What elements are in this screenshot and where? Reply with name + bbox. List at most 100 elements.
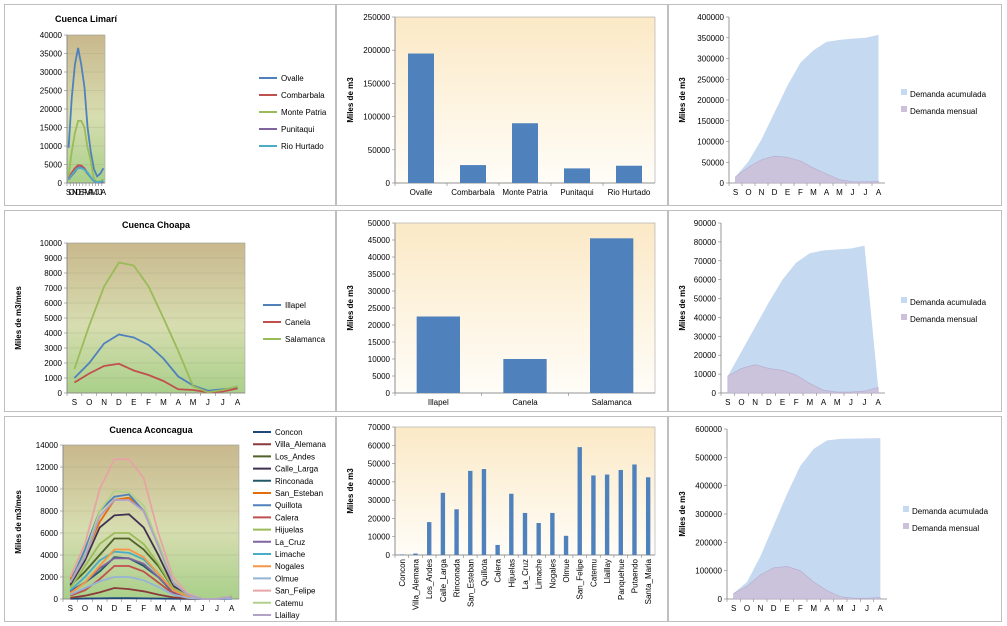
y-tick-label: 0: [720, 179, 725, 188]
chart-area-aconcagua: 0 100000 200000 300000 400000 500000 600000 Mil…: [678, 425, 989, 613]
x-tick-label: Rinconada: [453, 558, 462, 597]
x-tick-label: Los_Andes: [425, 559, 434, 599]
x-tick-label: S: [725, 398, 730, 407]
x-tick-label: A: [235, 398, 241, 407]
bar: [427, 522, 432, 555]
x-tick-label: San_Esteban: [466, 559, 475, 607]
chart-bars-limari: 0 50000 100000 150000 200000 250000 Miles de m…: [346, 13, 656, 197]
series-line: [73, 333, 238, 392]
y-tick-label: 500000: [695, 453, 722, 462]
bar: [460, 165, 486, 183]
y-tick-label: 30000: [368, 496, 391, 505]
y-axis-label: Miles de m3: [346, 285, 355, 331]
x-tick-label: M: [155, 604, 162, 613]
bar: [604, 474, 610, 555]
y-tick-label: 50000: [368, 219, 391, 228]
legend-label: Demanda mensual: [910, 107, 977, 116]
y-tick-label: 8000: [40, 507, 58, 516]
panel-area-choapa: 0 10000 20000 30000 40000 50000 60000 70000 8000…: [668, 210, 1002, 412]
x-tick-label: M: [84, 188, 91, 197]
bar: [495, 544, 500, 555]
x-tick-label: N: [101, 398, 107, 407]
x-tick-label: M: [184, 604, 191, 613]
x-tick-label: J: [200, 604, 204, 613]
bar: [440, 492, 446, 555]
legend-label: Concon: [275, 428, 303, 437]
bar: [645, 477, 651, 555]
x-tick-label: E: [126, 604, 131, 613]
x-tick-label: M: [190, 398, 197, 407]
x-tick-label: S: [731, 604, 736, 613]
legend-label: Salamanca: [285, 335, 326, 344]
legend-label: Olmue: [275, 574, 299, 583]
bar: [503, 359, 547, 393]
x-tick-label: D: [766, 398, 772, 407]
series-area: [733, 566, 881, 600]
series-line: [67, 167, 104, 184]
x-tick-label: D: [771, 604, 777, 613]
y-tick-label: 0: [386, 389, 391, 398]
bar: [416, 316, 460, 393]
y-tick-label: 80000: [694, 238, 717, 247]
x-tick-label: A: [878, 604, 884, 613]
y-tick-label: 20000: [694, 351, 717, 360]
x-tick-label: D: [75, 188, 81, 197]
x-tick-label: O: [745, 188, 751, 197]
y-tick-label: 0: [718, 595, 723, 604]
y-tick-label: 150000: [697, 117, 724, 126]
x-tick-label: M: [837, 604, 844, 613]
x-tick-label: F: [798, 188, 803, 197]
y-tick-label: 5000: [372, 372, 390, 381]
chart-title: Cuenca Aconcagua: [109, 425, 193, 435]
chart-title: Cuenca Limarí: [55, 14, 118, 24]
panel-bars-choapa: 0 5000 10000 15000 20000 25000 30000 35000 40000…: [336, 210, 668, 412]
x-tick-label: J: [852, 604, 856, 613]
y-tick-label: 6000: [44, 299, 62, 308]
x-tick-label: S: [733, 188, 738, 197]
x-tick-label: A: [875, 398, 881, 407]
x-tick-label: N: [97, 604, 103, 613]
panel-lines-limari: 0 5000 10000 15000 20000 25000 30000 35000 40000…: [4, 4, 336, 206]
x-tick-label: Catemu: [589, 559, 598, 587]
x-tick-label: La_Cruz: [521, 559, 530, 589]
y-axis-label: Miles de m3: [346, 77, 355, 123]
bar: [616, 165, 642, 183]
x-tick-label: N: [752, 398, 758, 407]
legend-swatch: [901, 89, 907, 95]
y-tick-label: 300000: [695, 510, 722, 519]
chart-title: Cuenca Choapa: [122, 220, 191, 230]
x-tick-label: D: [772, 188, 778, 197]
bar: [413, 553, 418, 555]
x-tick-label: J: [95, 188, 99, 197]
y-tick-label: 2000: [40, 573, 58, 582]
legend-label: Demanda acumulada: [910, 90, 987, 99]
x-tick-label: O: [738, 398, 744, 407]
legend-label: San_Esteban: [275, 489, 323, 498]
x-tick-label: J: [221, 398, 225, 407]
bar: [591, 475, 596, 555]
series-area: [727, 364, 879, 394]
series-line: [69, 499, 232, 600]
legend-label: Quillota: [275, 501, 303, 510]
x-tick-label: E: [131, 398, 136, 407]
x-tick-label: Panquehue: [617, 558, 626, 599]
legend-label: Hijuelas: [275, 526, 303, 535]
x-tick-label: M: [160, 398, 167, 407]
x-tick-label: Rio Hurtado: [608, 188, 651, 197]
y-tick-label: 40000: [40, 31, 63, 40]
y-tick-label: 400000: [695, 482, 722, 491]
y-tick-label: 35000: [368, 270, 391, 279]
bar: [564, 168, 590, 183]
x-tick-label: E: [780, 398, 785, 407]
x-tick-label: Calle_Larga: [439, 558, 448, 602]
y-tick-label: 300000: [697, 55, 724, 64]
y-tick-label: 600000: [695, 425, 722, 434]
x-tick-label: Combarbala: [451, 188, 495, 197]
x-tick-label: S: [68, 604, 73, 613]
x-tick-label: F: [798, 604, 803, 613]
y-tick-label: 50000: [694, 295, 717, 304]
x-tick-label: S: [66, 188, 71, 197]
y-axis-label: Miles de m3: [678, 285, 687, 331]
x-tick-label: A: [170, 604, 176, 613]
x-tick-label: M: [91, 188, 98, 197]
